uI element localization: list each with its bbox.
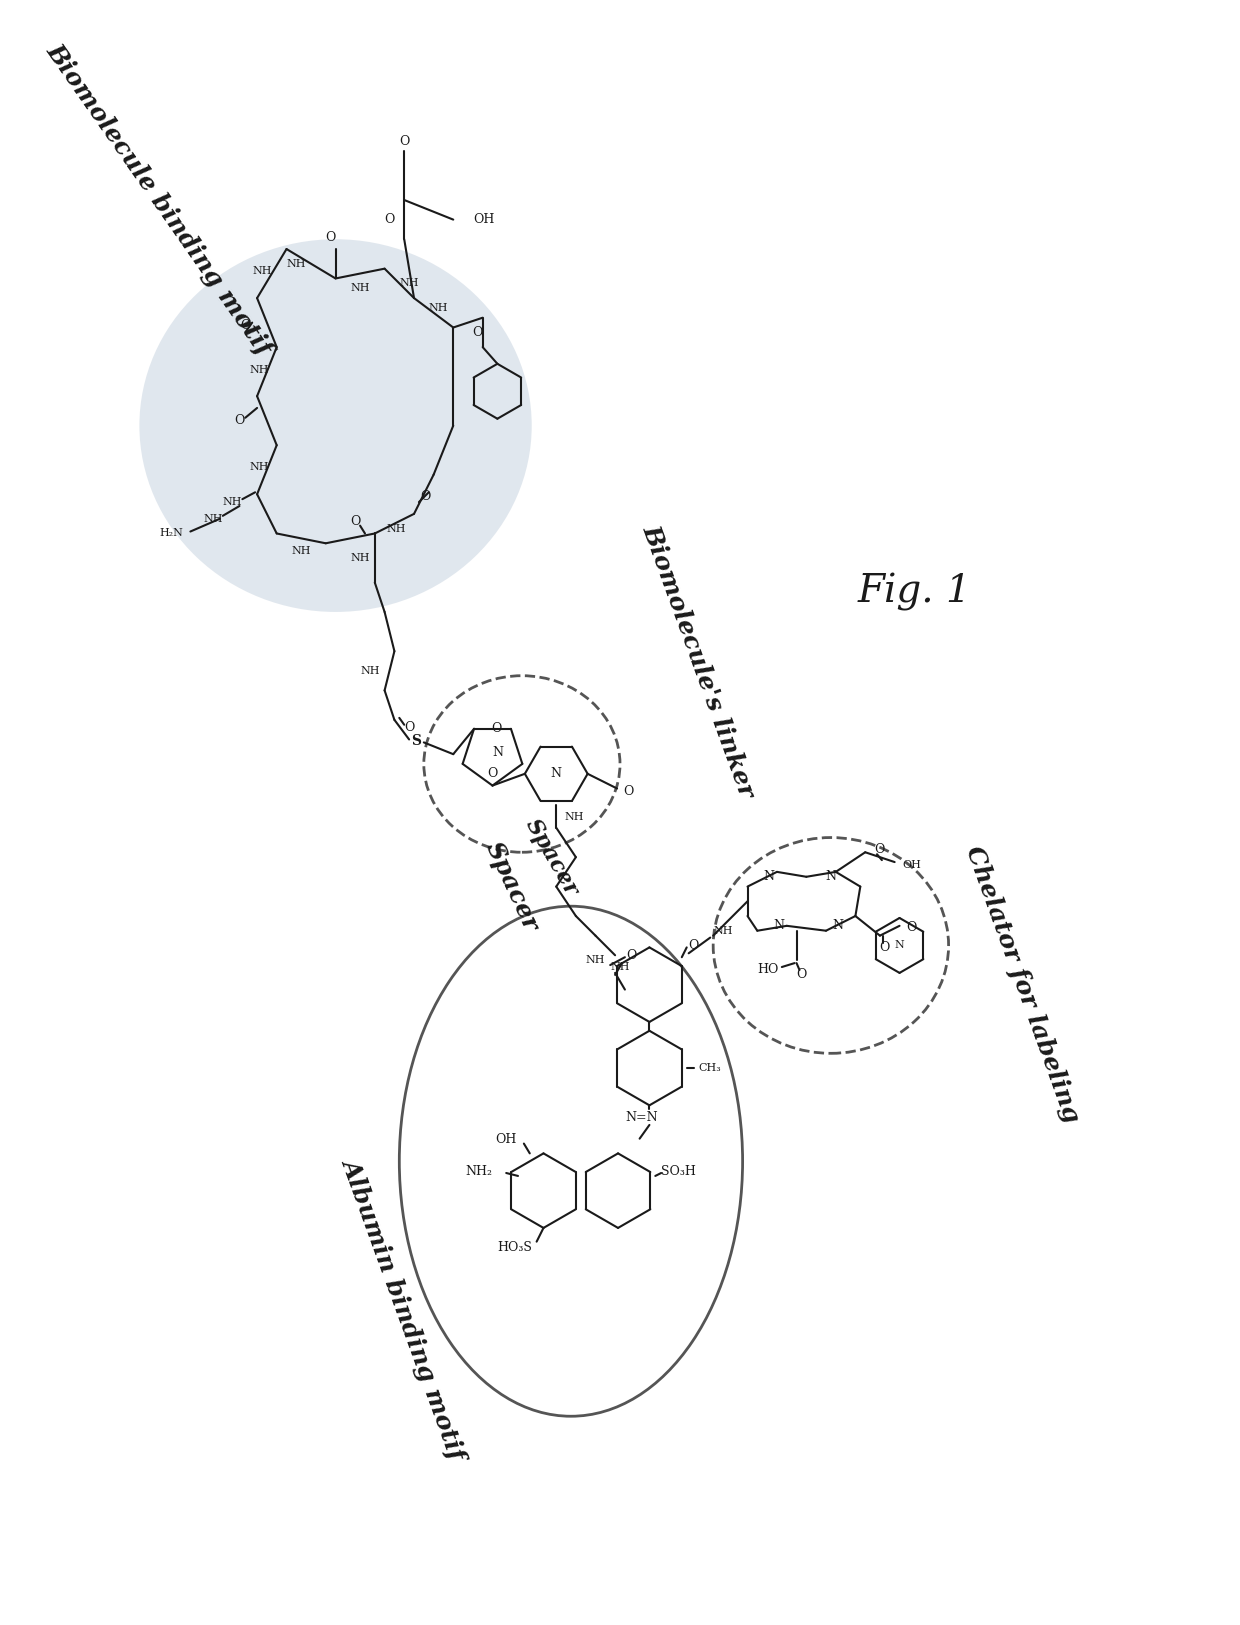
Text: O: O [874,843,885,856]
Text: N=N: N=N [625,1110,658,1123]
Text: O: O [624,785,634,798]
Text: NH: NH [360,666,379,676]
Text: O: O [241,318,250,331]
Text: N: N [895,941,904,951]
Text: Chelator for labeling: Chelator for labeling [961,843,1084,1126]
Text: NH: NH [713,926,733,936]
Text: O: O [879,941,890,954]
Ellipse shape [139,239,532,613]
Text: O: O [626,949,637,962]
Text: NH: NH [429,302,449,314]
Text: O: O [420,489,432,502]
Text: Fig. 1: Fig. 1 [857,574,971,611]
Text: NH: NH [252,265,272,276]
Text: NH: NH [387,523,407,533]
Text: NH: NH [203,514,223,523]
Text: NH: NH [399,278,419,288]
Text: OH: OH [472,213,495,226]
Text: N: N [774,920,785,933]
Text: O: O [325,231,336,244]
Text: O: O [399,135,409,148]
Text: SO₃H: SO₃H [661,1165,696,1178]
Text: NH: NH [249,461,269,471]
Text: O: O [796,968,807,982]
Text: O: O [472,327,482,340]
Text: H₂N: H₂N [160,528,184,538]
Text: O: O [491,722,501,734]
Text: S: S [410,734,422,749]
Text: Spacer: Spacer [521,814,583,900]
Text: NH: NH [351,552,370,562]
Text: O: O [404,722,414,734]
Text: N: N [826,871,837,884]
Text: OH: OH [903,860,921,869]
Text: N: N [764,871,775,884]
Text: NH: NH [351,283,370,292]
Text: NH₂: NH₂ [465,1165,492,1178]
Text: OH: OH [496,1133,517,1146]
Text: NH: NH [249,364,269,375]
Text: NH: NH [223,497,242,507]
Text: HO₃S: HO₃S [497,1242,532,1254]
Text: NH: NH [585,956,605,965]
Text: O: O [350,515,361,528]
Text: Spacer: Spacer [481,838,543,934]
Text: N: N [832,920,843,933]
Text: O: O [487,767,497,780]
Text: O: O [384,213,394,226]
Text: NH: NH [286,258,306,268]
Text: HO: HO [758,964,779,977]
Text: Albumin binding motif: Albumin binding motif [339,1154,470,1462]
Text: N: N [551,767,562,780]
Text: O: O [234,414,244,427]
Text: O: O [688,939,699,952]
Text: N: N [492,746,503,759]
Text: Biomolecule's linker: Biomolecule's linker [637,522,759,801]
Text: NH: NH [564,812,584,822]
Text: CH₃: CH₃ [698,1063,722,1072]
Text: Biomolecule binding motif: Biomolecule binding motif [42,39,277,361]
Text: NH: NH [610,962,630,972]
Text: NH: NH [291,546,311,556]
Text: O: O [906,921,916,934]
